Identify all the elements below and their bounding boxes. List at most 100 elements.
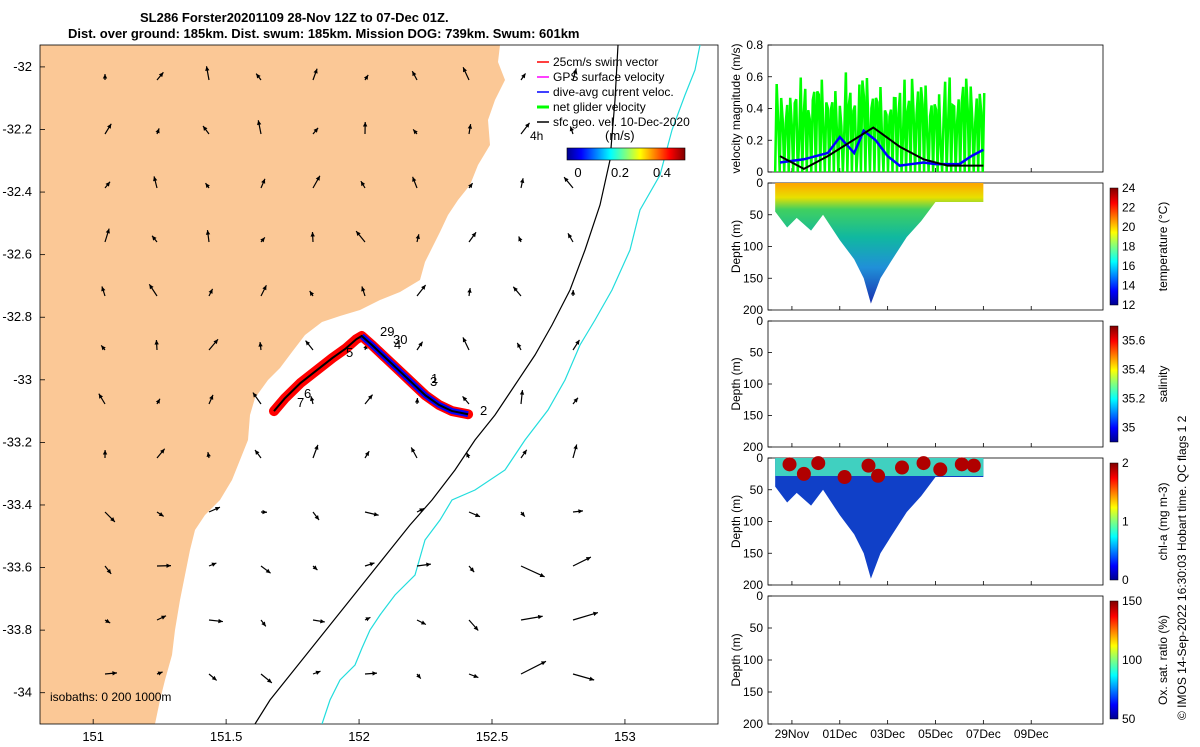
current-arrow-head bbox=[537, 614, 543, 620]
colorbar-tick-label: 35.6 bbox=[1122, 334, 1146, 348]
current-arrow-head bbox=[589, 676, 595, 681]
current-arrow-head bbox=[415, 234, 420, 240]
current-arrow-head bbox=[567, 233, 573, 239]
series-net-glider-velocity bbox=[773, 72, 986, 173]
current-arrow-head bbox=[105, 618, 111, 623]
y-tick-label: 0 bbox=[756, 176, 763, 190]
current-arrow-head bbox=[313, 127, 319, 133]
colorbar-tick-label: 2 bbox=[1122, 456, 1129, 470]
current-arrow-head bbox=[540, 661, 546, 666]
current-arrow-head bbox=[258, 342, 263, 347]
colorbar-tick-label: 35 bbox=[1122, 421, 1136, 435]
current-arrow-head bbox=[310, 232, 315, 237]
y-tick-label: 100 bbox=[743, 240, 763, 254]
current-arrow-head bbox=[419, 508, 425, 513]
colorbar-label: chl-a (mg m-3) bbox=[1156, 482, 1170, 560]
temperature-section bbox=[775, 183, 984, 304]
oxygen-panel: 0 50 100 150 200 Depth (m) 29Nov 01Dec 03Dec 05De… bbox=[729, 589, 1104, 741]
series-sfc-geo-vel- bbox=[779, 126, 984, 170]
chla-high-spot bbox=[811, 456, 826, 471]
current-arrow-head bbox=[218, 618, 223, 624]
current-arrow-head bbox=[467, 124, 473, 129]
figure-title-line2: Dist. over ground: 185km. Dist. swum: 18… bbox=[68, 26, 580, 41]
current-arrow-head bbox=[521, 73, 526, 79]
y-tick-label: 0.8 bbox=[746, 38, 763, 52]
current-arrow-head bbox=[416, 673, 421, 679]
speed-colorbar bbox=[566, 147, 686, 161]
current-arrow-head bbox=[365, 617, 371, 622]
speed-colorbar-tick: 0.2 bbox=[611, 165, 629, 180]
current-arrow-head bbox=[98, 393, 104, 399]
map-y-tick-label: -32.4 bbox=[2, 184, 32, 199]
colorbar-label: temperature (°C) bbox=[1156, 202, 1170, 292]
colorbar-tick-label: 35.4 bbox=[1122, 363, 1146, 377]
current-arrow-head bbox=[266, 678, 272, 683]
colorbar-tick-label: 1 bbox=[1122, 515, 1129, 529]
colorbar-tick-label: 18 bbox=[1122, 240, 1136, 254]
y-tick-label: 0 bbox=[756, 589, 763, 603]
current-arrow-head bbox=[519, 390, 525, 395]
current-arrow-head bbox=[262, 509, 267, 515]
current-arrow-head bbox=[254, 450, 260, 455]
chla-high-spot bbox=[966, 458, 981, 473]
current-arrow-head bbox=[211, 675, 217, 681]
y-tick-label: 200 bbox=[743, 578, 763, 592]
current-arrow-head bbox=[208, 288, 213, 294]
current-arrow-head bbox=[473, 625, 479, 631]
current-arrow-head bbox=[412, 176, 417, 182]
x-tick-label: 07Dec bbox=[966, 727, 1001, 741]
y-tick-label: 0 bbox=[756, 451, 763, 465]
current-arrow-head bbox=[102, 74, 108, 79]
current-arrow-head bbox=[414, 398, 420, 403]
current-arrow-head bbox=[102, 450, 108, 455]
chla-colorbar: 0 1 2 chl-a (mg m-3) bbox=[1109, 456, 1170, 587]
current-arrow bbox=[520, 660, 547, 675]
current-arrow-head bbox=[310, 396, 315, 402]
y-tick-label: 100 bbox=[743, 653, 763, 667]
current-arrow-head bbox=[360, 181, 366, 187]
current-arrow-head bbox=[314, 444, 319, 450]
colorbar-gradient bbox=[1109, 325, 1119, 443]
chla-panel: 0 50 100 150 200 Depth (m) bbox=[729, 451, 1104, 592]
current-arrow-head bbox=[467, 288, 472, 293]
y-tick-label: 200 bbox=[743, 717, 763, 731]
colorbar-tick-label: 0 bbox=[1122, 573, 1129, 587]
current-arrow-head bbox=[262, 285, 267, 291]
current-arrow-head bbox=[418, 341, 423, 347]
map-y-tick-label: -32.8 bbox=[2, 309, 32, 324]
speed-colorbar-tick: 0 bbox=[574, 165, 581, 180]
speed-colorbar-tick: 0.4 bbox=[653, 165, 671, 180]
current-arrow-head bbox=[517, 342, 522, 348]
colorbar-tick-label: 100 bbox=[1122, 653, 1142, 667]
current-arrow-head bbox=[413, 129, 418, 135]
current-arrow-head bbox=[356, 231, 361, 237]
glider-track bbox=[273, 334, 469, 416]
isobath-1000m bbox=[321, 45, 701, 724]
y-tick-label: 100 bbox=[743, 515, 763, 529]
colorbar-tick-label: 20 bbox=[1122, 220, 1136, 234]
x-tick-label: 01Dec bbox=[822, 727, 857, 741]
velocity-panel: 0.8 0.6 0.4 0.2 0 velocity magnitude (m/s) bbox=[729, 38, 1104, 179]
current-arrow-head bbox=[412, 71, 417, 77]
current-arrow-head bbox=[471, 232, 477, 238]
current-arrow-head bbox=[572, 68, 578, 74]
colorbar-tick-label: 14 bbox=[1122, 279, 1136, 293]
current-arrow-head bbox=[585, 557, 591, 562]
current-arrow-head bbox=[155, 128, 160, 134]
colorbar-tick-label: 35.2 bbox=[1122, 392, 1146, 406]
current-arrow-head bbox=[166, 563, 171, 568]
chla-high-spot bbox=[933, 462, 948, 477]
track-day-label: 1 bbox=[431, 371, 438, 386]
colorbar-tick-label: 16 bbox=[1122, 259, 1136, 273]
current-arrow-head bbox=[101, 345, 106, 351]
track-day-label: 2 bbox=[480, 403, 487, 418]
y-axis-label: Depth (m) bbox=[729, 495, 743, 548]
current-arrow-head bbox=[473, 673, 479, 678]
y-tick-label: 150 bbox=[743, 271, 763, 285]
chla-high-spot bbox=[871, 468, 886, 483]
current-arrow-head bbox=[522, 449, 527, 455]
current-arrow-head bbox=[256, 73, 261, 79]
current-arrow-head bbox=[513, 286, 518, 292]
map-y-tick-label: -32.2 bbox=[2, 121, 32, 136]
